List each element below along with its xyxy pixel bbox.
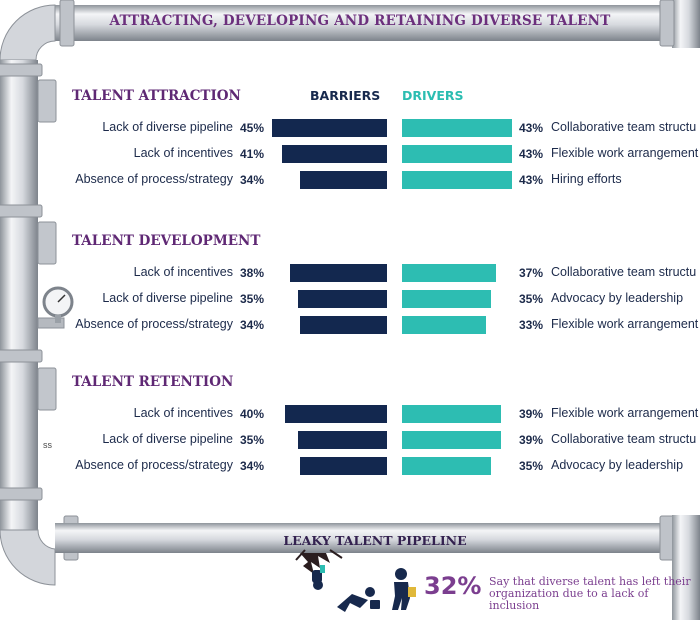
barrier-label: Lack of diverse pipeline <box>102 291 233 305</box>
driver-label: Flexible work arrangement <box>551 406 699 420</box>
driver-label: Flexible work arrangement <box>551 317 699 331</box>
section-title: TALENT DEVELOPMENT <box>72 233 261 249</box>
driver-label: Hiring efforts <box>551 172 622 186</box>
barrier-pct: 34% <box>240 459 265 473</box>
driver-bar <box>402 145 512 163</box>
driver-pct: 35% <box>519 292 544 306</box>
barrier-label: Lack of diverse pipeline <box>102 432 233 446</box>
barrier-bar <box>300 171 387 189</box>
barrier-bar <box>290 264 387 282</box>
footer-title: LEAKY TALENT PIPELINE <box>283 533 467 548</box>
driver-bar <box>402 290 492 308</box>
stat-text: Say that diverse talent has left their o… <box>489 575 691 612</box>
driver-label: Collaborative team structu <box>551 432 697 446</box>
margin-note: ss <box>43 440 52 450</box>
barrier-label: Lack of incentives <box>133 146 233 160</box>
barrier-label: Lack of incentives <box>133 406 233 420</box>
barriers-header: BARRIERS <box>310 88 381 103</box>
barrier-pct: 34% <box>240 318 265 332</box>
driver-pct: 39% <box>519 407 544 421</box>
section-title: TALENT RETENTION <box>72 374 234 390</box>
driver-label: Collaborative team structu <box>551 120 697 134</box>
stat-value: 32% <box>424 572 482 600</box>
barrier-bar <box>300 316 387 334</box>
section-title: TALENT ATTRACTION <box>72 88 241 104</box>
driver-label: Flexible work arrangement <box>551 146 699 160</box>
barrier-pct: 35% <box>240 433 265 447</box>
barrier-pct: 34% <box>240 173 265 187</box>
barrier-label: Lack of incentives <box>133 265 233 279</box>
barrier-bar <box>282 145 387 163</box>
barrier-bar <box>297 431 387 449</box>
driver-bar <box>402 316 487 334</box>
barrier-pct: 40% <box>240 407 265 421</box>
barrier-label: Absence of process/strategy <box>75 317 233 331</box>
driver-bar <box>402 431 502 449</box>
barrier-pct: 38% <box>240 266 265 280</box>
driver-label: Advocacy by leadership <box>551 291 684 305</box>
barrier-pct: 41% <box>240 147 265 161</box>
crouching-person-icon <box>337 587 380 612</box>
driver-label: Advocacy by leadership <box>551 458 684 472</box>
leaving-person-icon <box>392 568 416 610</box>
barrier-label: Lack of diverse pipeline <box>102 120 233 134</box>
driver-bar <box>402 171 512 189</box>
falling-person-icon <box>312 565 325 590</box>
driver-bar <box>402 457 492 475</box>
broken-pipe-icon <box>295 549 343 574</box>
driver-pct: 43% <box>519 147 544 161</box>
drivers-header: DRIVERS <box>402 88 464 103</box>
driver-pct: 33% <box>519 318 544 332</box>
driver-pct: 43% <box>519 121 544 135</box>
barrier-label: Absence of process/strategy <box>75 458 233 472</box>
driver-label: Collaborative team structu <box>551 265 697 279</box>
driver-pct: 39% <box>519 433 544 447</box>
driver-pct: 37% <box>519 266 544 280</box>
gauge-icon <box>37 286 74 329</box>
driver-pct: 43% <box>519 173 544 187</box>
driver-pct: 35% <box>519 459 544 473</box>
page-title: ATTRACTING, DEVELOPING AND RETAINING DIV… <box>109 13 611 29</box>
barrier-pct: 35% <box>240 292 265 306</box>
driver-bar <box>402 119 512 137</box>
barrier-bar <box>272 119 387 137</box>
driver-bar <box>402 264 497 282</box>
driver-bar <box>402 405 502 423</box>
barrier-bar <box>297 290 387 308</box>
barrier-bar <box>300 457 387 475</box>
barrier-label: Absence of process/strategy <box>75 172 233 186</box>
barrier-bar <box>285 405 387 423</box>
barrier-pct: 45% <box>240 121 265 135</box>
